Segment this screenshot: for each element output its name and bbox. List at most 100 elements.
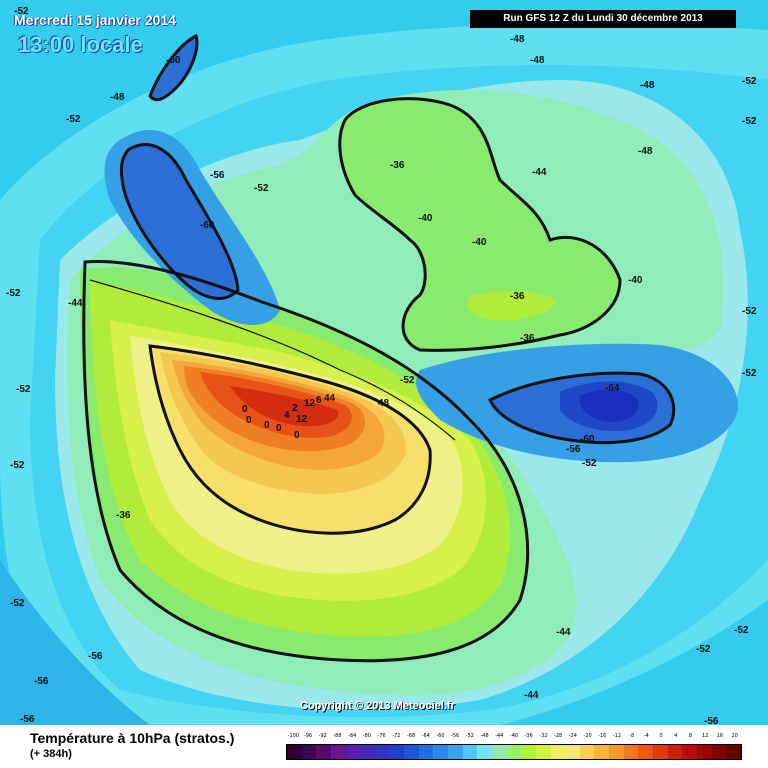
color-scale-bar — [286, 744, 742, 760]
contour-label: -52 — [742, 76, 757, 87]
contour-label: -56 — [704, 716, 719, 725]
band-cold-core-east — [579, 389, 639, 422]
contour-minus-40-northeast — [338, 97, 622, 352]
scale-value-label: 12 — [702, 733, 709, 739]
contour-label: -40 — [418, 213, 433, 224]
forecast-time: 13:00 locale — [18, 32, 143, 57]
contour-label: -52 — [582, 458, 597, 469]
scale-value-label: -40 — [509, 733, 519, 739]
scale-value-label: 20 — [731, 733, 738, 739]
scale-cell — [287, 745, 302, 759]
scale-value-label: -20 — [583, 733, 592, 739]
contour-label: 0 — [264, 420, 270, 431]
contour-label: -52 — [10, 460, 25, 471]
scale-cell — [667, 745, 683, 759]
contour-label: -52 — [66, 114, 81, 125]
scale-cell — [535, 745, 551, 759]
scale-value-label: -44 — [495, 733, 504, 739]
contour-label: -44 — [68, 298, 83, 309]
scale-value-label: -92 — [318, 733, 327, 739]
contour-label: -52 — [742, 306, 757, 317]
scale-cell — [301, 745, 317, 759]
scale-cell — [316, 745, 331, 759]
scale-cell — [418, 745, 434, 759]
contour-label: -52 — [14, 6, 29, 17]
contour-label: -36 — [510, 291, 525, 302]
contour-label: -52 — [400, 375, 415, 386]
contour-label: -48 — [110, 92, 125, 103]
contour-label: -52 — [254, 183, 269, 194]
contour-label: 44 — [324, 393, 336, 404]
contour-label: -52 — [6, 288, 21, 299]
contour-minus-32 — [148, 344, 432, 535]
contour-label: 2 — [292, 403, 298, 414]
scale-cell — [550, 745, 566, 759]
scale-cell — [565, 745, 580, 759]
contour-label: -40 — [472, 237, 487, 248]
scale-value-label: -96 — [303, 733, 313, 739]
band-warm-8 — [230, 386, 339, 427]
scale-cell — [579, 745, 595, 759]
scale-value-label: -68 — [406, 733, 416, 739]
scale-value-label: -60 — [436, 733, 445, 739]
scale-value-label: 0 — [659, 733, 663, 739]
scale-value-label: -72 — [392, 733, 401, 739]
scale-cell — [491, 745, 507, 759]
contour-label: 0 — [242, 404, 248, 415]
contour-label: -44 — [532, 167, 547, 178]
contour-label: -56 — [566, 444, 581, 455]
contour-label: -56 — [20, 714, 35, 725]
contour-minus-60-northwest — [148, 33, 199, 102]
contour-label: -56 — [34, 676, 49, 687]
band-ne-light — [466, 291, 556, 321]
scale-value-label: -64 — [421, 733, 430, 739]
contour-label: -36 — [390, 160, 405, 171]
scale-value-label: 8 — [688, 733, 693, 739]
scale-cell — [360, 745, 375, 759]
contour-minus-60-west — [119, 143, 240, 300]
contour-label: -40 — [628, 275, 643, 286]
contour-label: -56 — [88, 651, 103, 662]
chart-title: Température à 10hPa (stratos.) — [30, 730, 235, 746]
scale-value-label: -32 — [539, 733, 548, 739]
contour-label: -52 — [16, 384, 31, 395]
contour-label: 48 — [378, 398, 390, 409]
band-southwest — [0, 560, 150, 725]
scale-value-label: -4 — [643, 733, 649, 739]
scale-cell — [477, 745, 492, 759]
scale-value-label: -80 — [362, 733, 371, 739]
contour-label: -48 — [510, 34, 525, 45]
scale-cell — [653, 745, 668, 759]
scale-cell — [521, 745, 536, 759]
band-minus-60-northwest — [150, 36, 197, 100]
scale-value-label: -52 — [465, 733, 474, 739]
scale-cell — [345, 745, 361, 759]
contour-label: -48 — [638, 146, 653, 157]
contour-label: -52 — [734, 625, 749, 636]
contour-label: 12 — [296, 414, 308, 425]
contour-minus-60-east — [487, 371, 676, 445]
contour-label: -60 — [166, 55, 181, 66]
scale-value-label: -84 — [348, 733, 357, 739]
scale-cell — [682, 745, 697, 759]
contour-label-layer: -52-60-48-52-56-52-60-52-44-52-52-36-52-… — [6, 6, 757, 725]
scale-cell — [389, 745, 405, 759]
contour-label: 4 — [284, 410, 290, 421]
temperature-map: -52-60-48-52-56-52-60-52-44-52-52-36-52-… — [0, 6, 768, 725]
scale-value-label: -24 — [568, 733, 577, 739]
scale-value-label: -28 — [554, 733, 563, 739]
contour-label: 0 — [276, 423, 282, 434]
scale-value-label: 4 — [674, 733, 678, 739]
contour-label: -56 — [210, 170, 225, 181]
color-scale-labels: -100 -96 -92 -88 -84 -80 -76 -72 -68 -64 -60 -56 -52… — [286, 733, 742, 743]
scale-value-label: -100 — [287, 733, 300, 739]
scale-value-label: -36 — [524, 733, 533, 739]
contour-label: -60 — [200, 220, 215, 231]
scale-cell — [711, 745, 727, 759]
contour-label: -60 — [580, 434, 595, 445]
scale-value-label: -56 — [451, 733, 460, 739]
scale-value-label: -12 — [612, 733, 622, 739]
contour-label: -52 — [10, 598, 25, 609]
contour-label: 0 — [246, 415, 252, 426]
scale-cell — [594, 745, 610, 759]
